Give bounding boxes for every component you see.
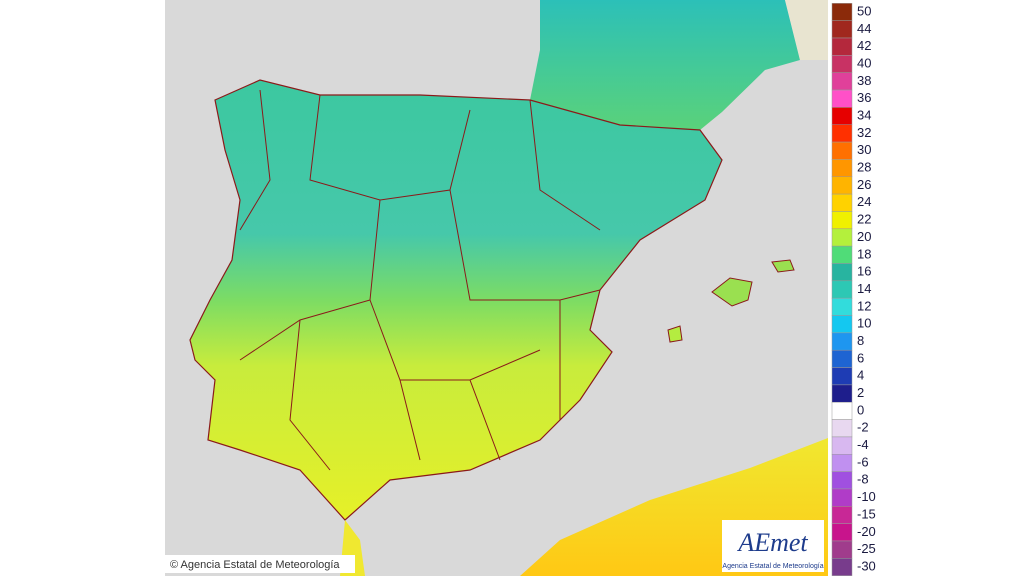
legend-label: 0 (857, 402, 864, 417)
legend-swatch (831, 401, 853, 420)
legend-swatch (831, 211, 853, 230)
legend-swatch (831, 107, 853, 125)
legend-swatch (831, 55, 853, 73)
legend-swatch (831, 523, 853, 542)
legend-swatch (831, 124, 853, 143)
legend-label: 30 (857, 142, 871, 157)
legend-swatch (831, 558, 853, 576)
legend-swatch (831, 419, 853, 438)
legend-label: 14 (857, 281, 871, 296)
iberia (189, 79, 723, 521)
legend-swatch (831, 315, 853, 334)
legend-label: 50 (857, 3, 871, 18)
legend-label: 6 (857, 350, 864, 365)
legend-swatch (831, 471, 853, 490)
legend-swatch (831, 20, 853, 39)
legend-label: 42 (857, 38, 871, 53)
ibiza (667, 325, 683, 343)
legend-swatch (831, 141, 853, 160)
legend-label: -25 (857, 541, 876, 556)
legend-label: -30 (857, 558, 876, 573)
legend-label: 18 (857, 246, 871, 261)
legend-swatch (831, 436, 853, 455)
logo-box (722, 520, 824, 572)
legend-label: -15 (857, 506, 876, 521)
legend-label: 36 (857, 90, 871, 105)
legend-label: 12 (857, 298, 871, 313)
france (530, 0, 800, 130)
legend-label: 28 (857, 160, 871, 175)
legend-label: 10 (857, 316, 871, 331)
legend-swatch (831, 332, 853, 351)
legend-label: -10 (857, 489, 876, 504)
legend-swatch (831, 488, 853, 507)
legend-swatch (831, 3, 853, 21)
legend-label: 24 (857, 194, 871, 209)
mallorca (711, 277, 753, 307)
legend-swatch (831, 280, 853, 299)
legend-swatch (831, 540, 853, 559)
legend-label: 2 (857, 385, 864, 400)
legend-swatch (831, 245, 853, 264)
legend-label: 8 (857, 333, 864, 348)
legend-swatch (831, 176, 853, 195)
legend-label: 16 (857, 264, 871, 279)
legend-swatch (831, 72, 853, 91)
legend-label: 32 (857, 125, 871, 140)
copyright-box (165, 555, 355, 573)
legend-swatch (831, 349, 853, 368)
legend-label: 38 (857, 73, 871, 88)
legend-swatch (831, 367, 853, 386)
copyright: © Agencia Estatal de Meteorología (170, 559, 340, 571)
legend-swatch (831, 263, 853, 282)
logo-subtitle: Agencia Estatal de Meteorología (722, 563, 823, 570)
legend-label: -8 (857, 472, 869, 487)
legend: 5044424038363432302826242220181614121086… (831, 3, 876, 576)
legend-swatch (831, 454, 853, 472)
legend-label: -2 (857, 420, 869, 435)
legend-label: 4 (857, 368, 864, 383)
legend-label: -6 (857, 454, 869, 469)
legend-swatch (831, 384, 853, 403)
legend-label: 22 (857, 212, 871, 227)
legend-label: 44 (857, 21, 871, 36)
logo-title: AEmet (736, 528, 808, 557)
menorca (771, 259, 795, 273)
legend-label: 34 (857, 108, 871, 123)
legend-swatch (831, 228, 853, 247)
legend-swatch (831, 297, 853, 316)
legend-swatch (831, 506, 853, 524)
province-borders (239, 89, 601, 471)
land-edge (785, 0, 828, 60)
legend-label: 20 (857, 229, 871, 244)
legend-label: -4 (857, 437, 869, 452)
legend-label: 26 (857, 177, 871, 192)
legend-label: 40 (857, 55, 871, 70)
legend-swatch (831, 89, 853, 108)
legend-swatch (831, 159, 853, 178)
legend-swatch (831, 193, 853, 212)
legend-label: -20 (857, 524, 876, 539)
legend-swatch (831, 37, 853, 56)
